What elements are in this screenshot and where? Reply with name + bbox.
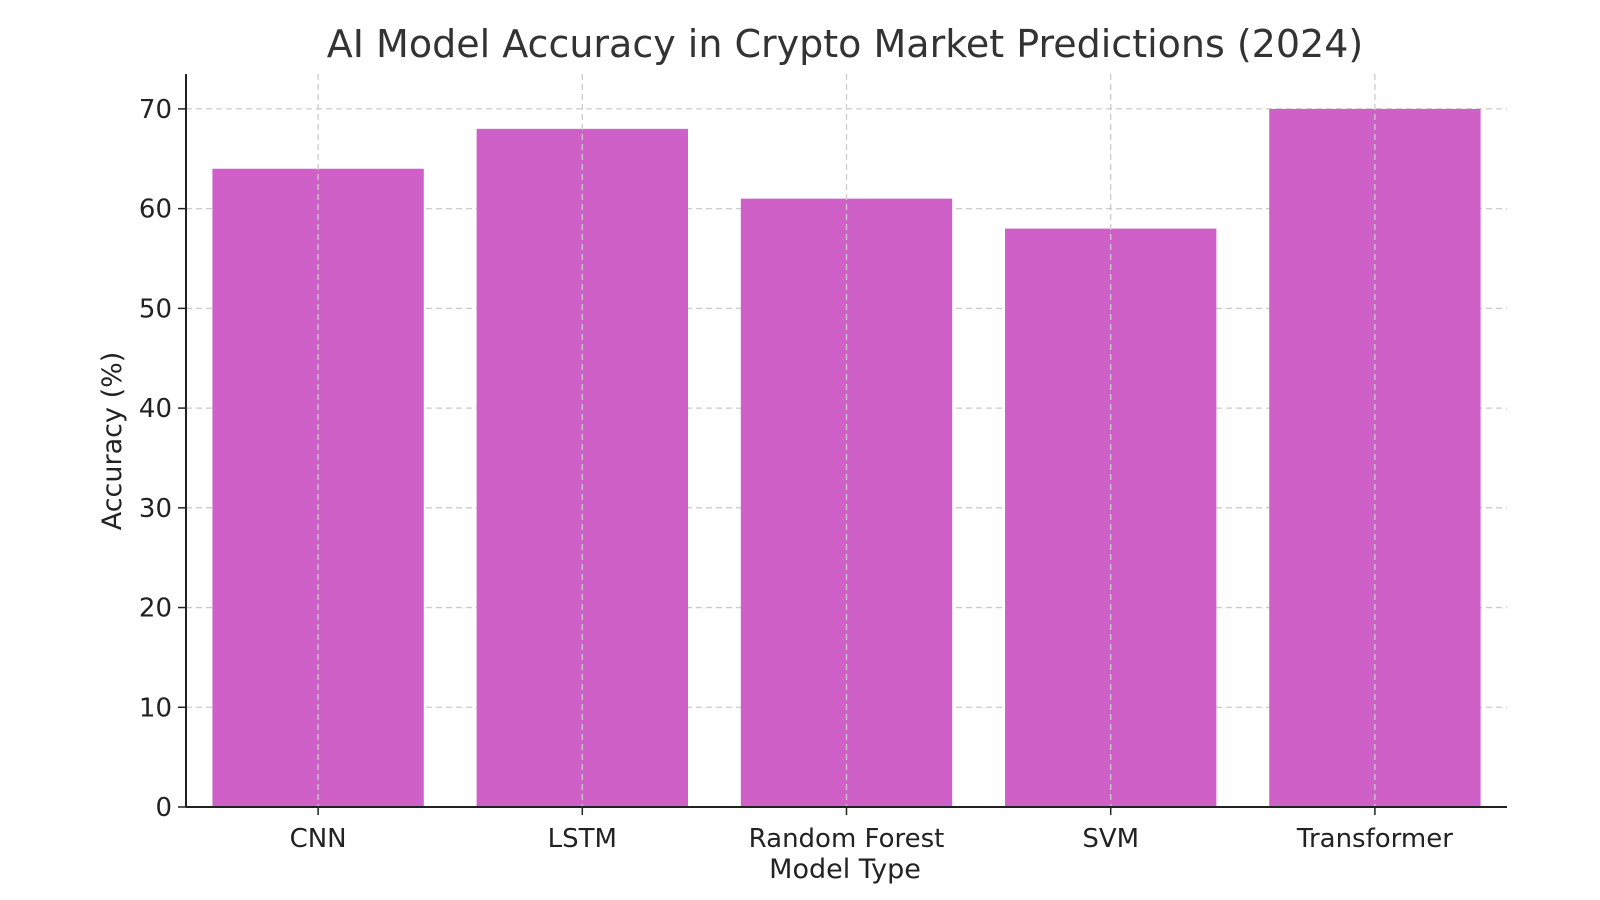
y-tick-label: 70 <box>139 95 172 125</box>
y-tick-label: 20 <box>139 594 172 624</box>
y-tick-label: 60 <box>139 195 172 225</box>
y-tick-label: 0 <box>155 793 172 823</box>
chart-title: AI Model Accuracy in Crypto Market Predi… <box>327 22 1363 66</box>
ticks-layer: 0 10 20 30 40 50 60 70 CNN LSTM Random Forest SVM Tr… <box>139 95 1453 854</box>
x-axis-label: Model Type <box>769 854 921 885</box>
y-tick-label: 50 <box>139 294 172 324</box>
y-axis-label: Accuracy (%) <box>97 352 128 531</box>
x-tick-label: Random Forest <box>749 824 945 854</box>
bars-layer <box>212 74 1481 808</box>
y-tick-label: 40 <box>139 394 172 424</box>
x-tick-label: SVM <box>1082 824 1139 854</box>
x-tick-label: Transformer <box>1296 824 1453 854</box>
y-tick-label: 30 <box>139 494 172 524</box>
x-tick-label: CNN <box>290 824 347 854</box>
y-tick-label: 10 <box>139 693 172 723</box>
x-tick-label: LSTM <box>548 824 617 854</box>
